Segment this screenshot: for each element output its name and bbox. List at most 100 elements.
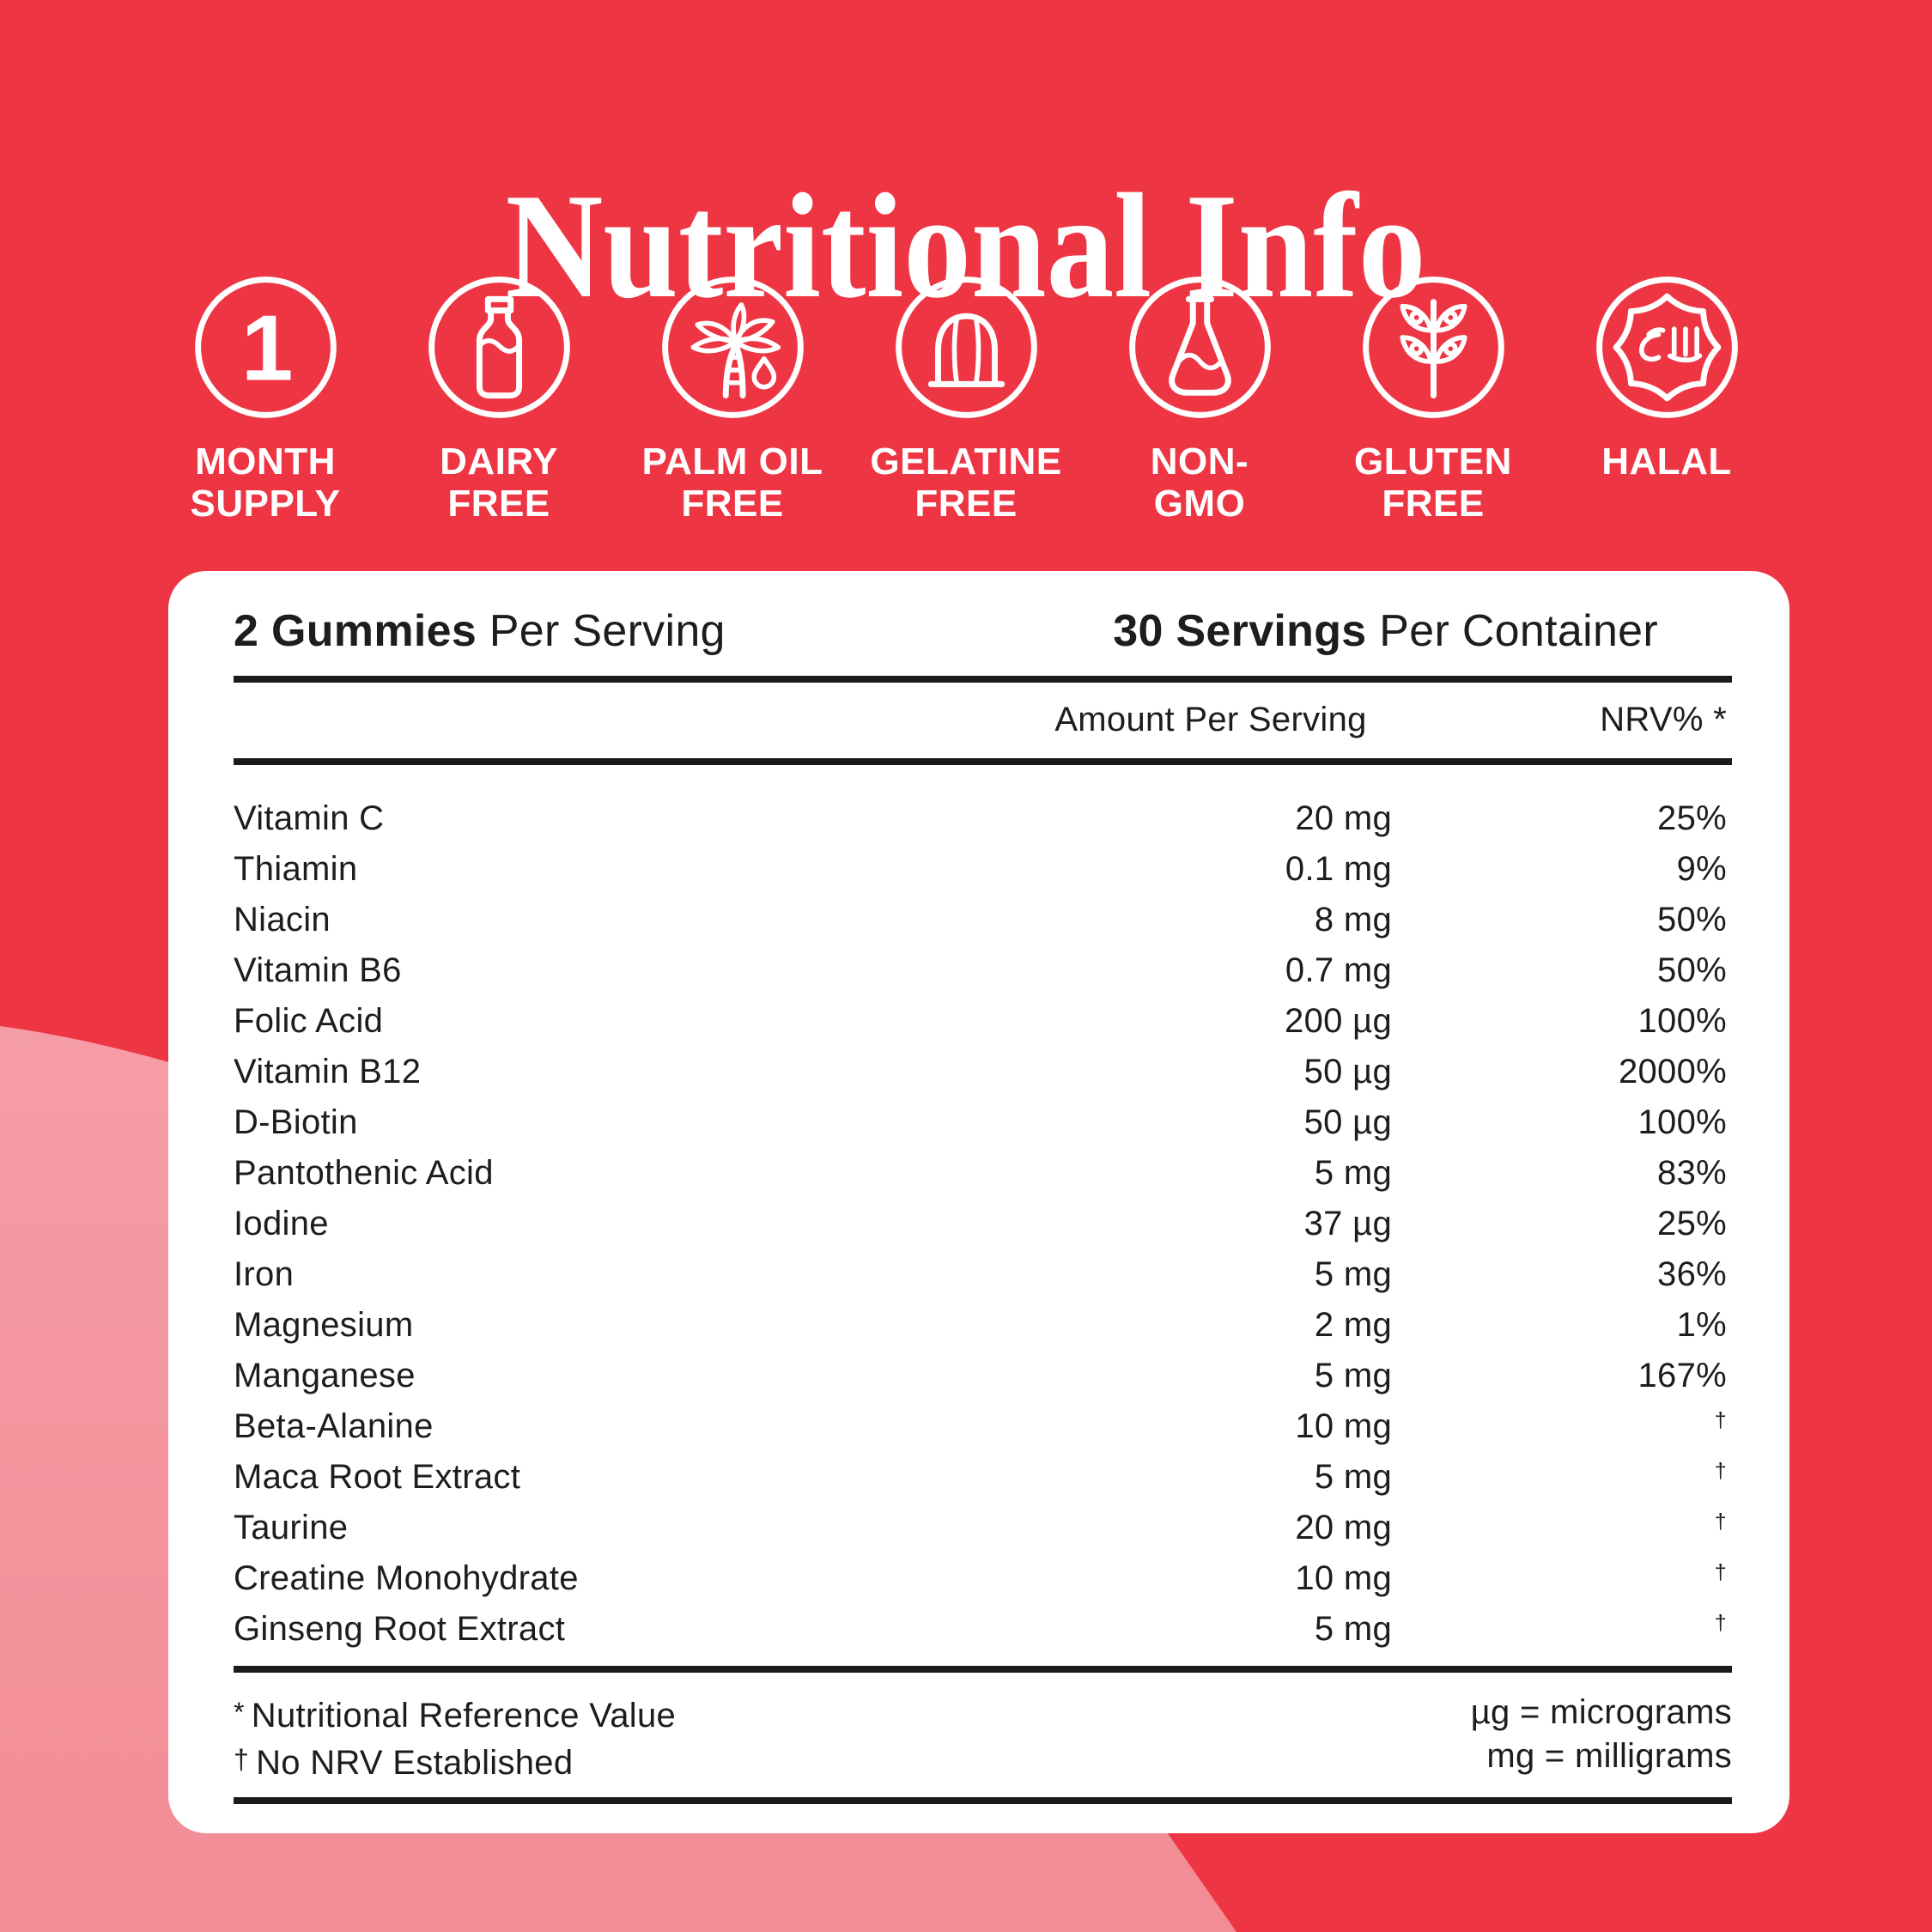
badge-label-line: DAIRY bbox=[440, 440, 558, 483]
nutrient-nrv: 83% bbox=[1657, 1154, 1727, 1192]
nutrient-nrv: 50% bbox=[1657, 901, 1727, 939]
gummies-count-suffix: Per Serving bbox=[477, 606, 726, 656]
footnote-nrv-text: Nutritional Reference Value bbox=[251, 1697, 677, 1735]
badge-label-line: GLUTEN bbox=[1354, 440, 1512, 483]
column-header-nrv: NRV% * bbox=[1600, 701, 1727, 738]
milk-bottle-icon bbox=[428, 276, 570, 418]
footnote-nrv: * Nutritional Reference Value bbox=[234, 1691, 676, 1738]
wheat-sprig-icon bbox=[1362, 276, 1504, 418]
table-row: Vitamin B12 50 µg 2000% bbox=[234, 1047, 1732, 1097]
table-row: Maca Root Extract 5 mg † bbox=[234, 1452, 1732, 1503]
table-row: Niacin 8 mg 50% bbox=[234, 895, 1732, 945]
nutrient-name: Niacin bbox=[234, 901, 331, 939]
badge-label: MONTH SUPPLY bbox=[190, 440, 340, 526]
badge-label-line: SUPPLY bbox=[190, 483, 341, 526]
nutrient-nrv: 25% bbox=[1657, 1205, 1727, 1242]
servings-count: 30 Servings bbox=[1113, 606, 1367, 656]
nutrient-amount: 37 µg bbox=[1303, 1205, 1392, 1242]
jelly-icon bbox=[895, 276, 1037, 418]
table-row: Manganese 5 mg 167% bbox=[234, 1351, 1732, 1401]
table-row: Taurine 20 mg † bbox=[234, 1503, 1732, 1553]
footnotes-left: * Nutritional Reference Value † No NRV Est… bbox=[234, 1691, 676, 1785]
page-title: Nutritional Info bbox=[0, 152, 1932, 340]
asterisk-symbol: * bbox=[234, 1697, 245, 1728]
nutrient-nrv: 167% bbox=[1637, 1357, 1727, 1394]
badge-label: NON- GMO bbox=[1151, 440, 1249, 526]
badge-month-supply: 1 MONTH SUPPLY bbox=[149, 276, 382, 526]
footnotes-right: µg = micrograms mg = milligrams bbox=[1471, 1691, 1732, 1785]
badge-label-line: FREE bbox=[1382, 483, 1485, 526]
nutrient-amount: 10 mg bbox=[1295, 1407, 1392, 1445]
nutrient-nrv: 36% bbox=[1657, 1255, 1727, 1293]
badge-label: GLUTEN FREE bbox=[1354, 440, 1512, 526]
nutrient-amount: 2 mg bbox=[1314, 1306, 1392, 1344]
feature-badges-row: 1 MONTH SUPPLY DAIRY FREE PALM OIL FREE GEL… bbox=[149, 276, 1783, 526]
badge-non--gmo: NON- GMO bbox=[1083, 276, 1316, 526]
divider-bottom bbox=[234, 1797, 1732, 1804]
badge-label: HALAL bbox=[1601, 440, 1732, 483]
divider-top bbox=[234, 676, 1732, 683]
badge-halal: HALAL bbox=[1550, 276, 1783, 526]
serving-summary: 2 Gummies Per Serving 30 Servings Per Co… bbox=[234, 605, 1732, 658]
table-row: Pantothenic Acid 5 mg 83% bbox=[234, 1148, 1732, 1199]
badge-dairy-free: DAIRY FREE bbox=[382, 276, 616, 526]
table-column-headers: Amount Per Serving NRV% * bbox=[234, 698, 1732, 741]
flask-icon bbox=[1128, 276, 1271, 418]
nutrient-name: Vitamin B12 bbox=[234, 1053, 422, 1091]
nutrient-nrv: † bbox=[1714, 1510, 1727, 1534]
nutrient-nrv: 2000% bbox=[1618, 1053, 1727, 1091]
nutrient-amount: 200 µg bbox=[1285, 1002, 1392, 1040]
nutrient-name: Thiamin bbox=[234, 850, 358, 888]
badge-label: PALM OIL FREE bbox=[642, 440, 823, 526]
nutrient-amount: 20 mg bbox=[1295, 1509, 1392, 1546]
nutrient-nrv: † bbox=[1714, 1459, 1727, 1483]
footnote-dagger: † No NRV Established bbox=[234, 1738, 676, 1785]
nutrient-nrv: † bbox=[1714, 1560, 1727, 1584]
nutrient-nrv: 9% bbox=[1676, 850, 1727, 888]
table-row: Vitamin B6 0.7 mg 50% bbox=[234, 945, 1732, 996]
nutrient-amount: 5 mg bbox=[1314, 1458, 1392, 1496]
nutrient-amount: 5 mg bbox=[1314, 1357, 1392, 1394]
one-icon: 1 bbox=[194, 276, 337, 418]
nutrient-name: Vitamin B6 bbox=[234, 951, 402, 989]
nutrient-name: Pantothenic Acid bbox=[234, 1154, 494, 1192]
nutrient-name: Taurine bbox=[234, 1509, 349, 1546]
footnote-dagger-text: No NRV Established bbox=[256, 1744, 574, 1782]
nutrient-nrv: † bbox=[1714, 1611, 1727, 1635]
svg-text:1: 1 bbox=[240, 295, 293, 400]
badge-label-line: GMO bbox=[1153, 483, 1246, 526]
nutrient-amount: 0.1 mg bbox=[1285, 850, 1392, 888]
nutrient-name: D-Biotin bbox=[234, 1103, 358, 1141]
nutrient-amount: 50 µg bbox=[1303, 1103, 1392, 1141]
table-row: Creatine Monohydrate 10 mg † bbox=[234, 1553, 1732, 1604]
badge-gelatine-free: GELATINE FREE bbox=[849, 276, 1083, 526]
column-header-amount: Amount Per Serving bbox=[1054, 701, 1367, 738]
nutrient-name: Magnesium bbox=[234, 1306, 414, 1344]
footnote-micrograms: µg = micrograms bbox=[1470, 1693, 1732, 1731]
badge-label-line: FREE bbox=[914, 483, 1018, 526]
nutrient-nrv: 50% bbox=[1657, 951, 1727, 989]
footnotes: * Nutritional Reference Value † No NRV Est… bbox=[234, 1691, 1732, 1785]
nutrient-name: Creatine Monohydrate bbox=[234, 1559, 579, 1597]
gummies-count: 2 Gummies bbox=[234, 606, 477, 656]
badge-label-line: PALM OIL bbox=[641, 440, 823, 483]
badge-palmoil-free: PALM OIL FREE bbox=[616, 276, 849, 526]
nutrient-amount: 5 mg bbox=[1314, 1255, 1392, 1293]
nutrient-amount: 20 mg bbox=[1295, 799, 1392, 837]
badge-label-line: FREE bbox=[447, 483, 550, 526]
nutrient-name: Iron bbox=[234, 1255, 295, 1293]
nutrient-amount: 5 mg bbox=[1314, 1154, 1392, 1192]
nutrient-name: Iodine bbox=[234, 1205, 329, 1242]
servings-count-suffix: Per Container bbox=[1366, 606, 1658, 656]
servings-per-container: 30 Servings Per Container bbox=[1113, 605, 1658, 658]
table-row: Beta-Alanine 10 mg † bbox=[234, 1401, 1732, 1452]
table-row: Magnesium 2 mg 1% bbox=[234, 1300, 1732, 1351]
dagger-symbol: † bbox=[234, 1744, 250, 1775]
divider-header bbox=[234, 758, 1732, 765]
nutrient-nrv: 25% bbox=[1657, 799, 1727, 837]
nutrient-name: Manganese bbox=[234, 1357, 416, 1394]
nutrient-nrv: 1% bbox=[1676, 1306, 1727, 1344]
table-row: Ginseng Root Extract 5 mg † bbox=[234, 1604, 1732, 1655]
table-row: Thiamin 0.1 mg 9% bbox=[234, 844, 1732, 895]
